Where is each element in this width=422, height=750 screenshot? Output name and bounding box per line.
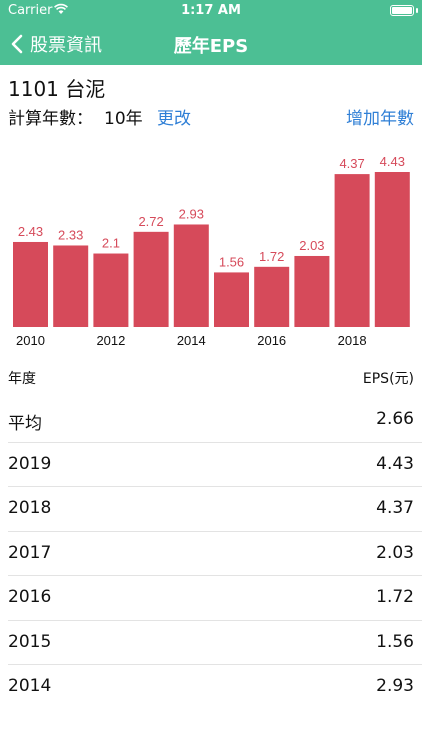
table-row: 2017 2.03 [0, 532, 422, 576]
row-divider [8, 441, 422, 443]
add-years-button[interactable]: 增加年數 [346, 109, 414, 129]
years-value: 10年 [104, 109, 143, 129]
row-year: 2017 [8, 542, 52, 563]
bar-value-label: 2.43 [18, 224, 43, 239]
status-time: 1:17 AM [181, 3, 241, 18]
bar-value-label: 2.72 [138, 214, 163, 229]
back-label: 股票資訊 [30, 35, 102, 56]
row-divider [8, 486, 422, 487]
bar-2018 [334, 174, 370, 327]
bar-2012 [93, 253, 129, 327]
bar-value-label: 2.93 [179, 206, 204, 221]
carrier-label: Carrier [8, 3, 53, 18]
table-row-average: 平均 2.66 [0, 398, 422, 443]
bar-2017 [294, 255, 330, 327]
row-year: 2016 [8, 587, 52, 607]
navigation-header: Carrier 1:17 AM 股票資訊 歷年EPS [0, 0, 422, 65]
bar-value-label: 2.33 [58, 227, 83, 242]
row-eps: 1.72 [376, 587, 414, 607]
row-year: 2018 [8, 498, 52, 518]
bar-2016 [254, 266, 290, 327]
row-divider [8, 575, 422, 576]
battery-tip [416, 8, 418, 13]
bar-value-label: 2.1 [102, 236, 120, 251]
years-label: 計算年數： [8, 109, 93, 129]
row-year: 平均 [8, 414, 42, 434]
x-tick-label: 2012 [96, 333, 125, 348]
row-eps: 2.93 [376, 676, 414, 696]
row-eps: 4.37 [376, 498, 414, 518]
chevron-left-icon [11, 34, 23, 54]
back-button[interactable]: 股票資訊 [10, 30, 102, 58]
bar-value-label: 4.43 [380, 154, 405, 169]
bar-2011 [53, 245, 89, 327]
years-setting-row: 計算年數： 10年 更改 增加年數 [8, 104, 414, 130]
eps-bar-chart: 2.43 2010 2.33 2.1 2012 2.72 2.93 2014 1.56 1.72 2… [13, 154, 410, 348]
row-year: 2019 [8, 453, 52, 474]
row-year: 2015 [8, 631, 52, 652]
change-years-button[interactable]: 更改 [157, 109, 191, 129]
eps-table: 平均 2.66 2019 4.43 2018 4.37 2017 2.03 20… [0, 398, 422, 710]
x-tick-label: 2016 [257, 333, 286, 348]
table-row: 2014 2.93 [0, 665, 422, 710]
status-bar: Carrier 1:17 AM [0, 0, 422, 22]
row-eps: 2.03 [376, 542, 414, 563]
bar-value-label: 4.37 [339, 156, 364, 171]
column-header-year: 年度 [8, 371, 36, 387]
bar-2015 [214, 272, 249, 327]
stock-title: 1101 台泥 [8, 77, 106, 101]
row-eps: 4.43 [376, 453, 414, 474]
column-header-eps: EPS(元) [362, 371, 414, 387]
row-eps: 2.66 [376, 409, 414, 429]
table-header: 年度 EPS(元) [8, 368, 414, 388]
bar-2010 [13, 241, 48, 327]
row-divider [8, 530, 422, 532]
bar-2019 [374, 172, 410, 327]
row-year: 2014 [8, 676, 52, 696]
bar-2014 [173, 224, 209, 327]
bar-value-label: 2.03 [299, 238, 324, 253]
row-divider [8, 619, 422, 621]
table-row: 2018 4.37 [0, 487, 422, 532]
bar-value-label: 1.56 [219, 254, 244, 269]
bar-2013 [133, 231, 169, 327]
bar-value-label: 1.72 [259, 249, 284, 264]
wifi-icon [54, 3, 68, 14]
battery-icon [390, 5, 414, 16]
table-row: 2016 1.72 [0, 576, 422, 621]
x-tick-label: 2014 [177, 333, 206, 348]
x-tick-label: 2010 [16, 333, 45, 348]
x-tick-label: 2018 [338, 333, 367, 348]
row-divider [8, 664, 422, 665]
table-row: 2015 1.56 [0, 621, 422, 665]
row-eps: 1.56 [376, 631, 414, 652]
table-row: 2019 4.43 [0, 443, 422, 487]
